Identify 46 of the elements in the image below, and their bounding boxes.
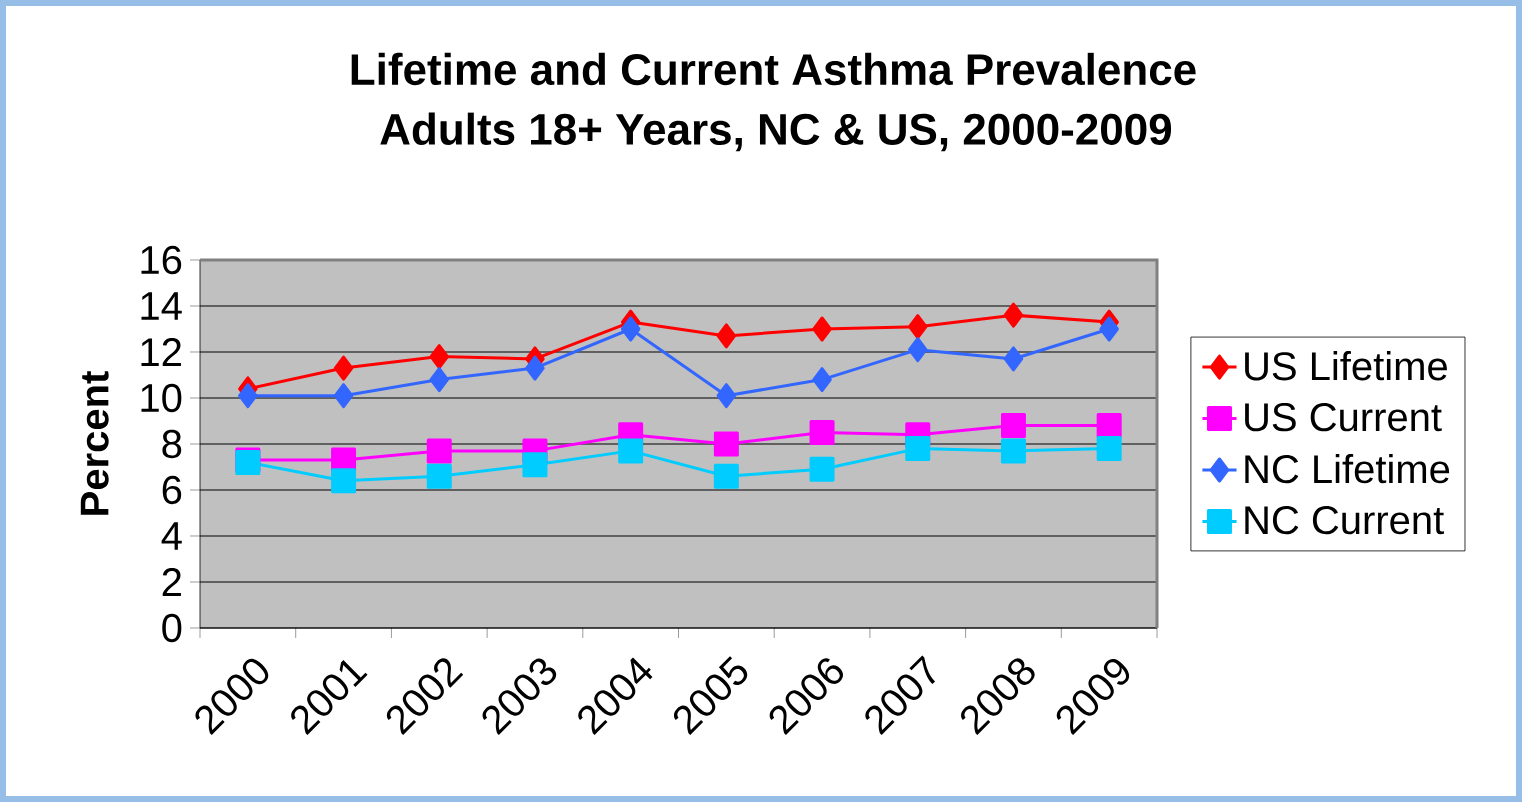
point bbox=[620, 316, 641, 342]
legend-label: US Lifetime bbox=[1245, 351, 1447, 381]
legend-label: US Current bbox=[1245, 403, 1442, 432]
point bbox=[812, 316, 832, 342]
point bbox=[812, 367, 832, 393]
point bbox=[1003, 346, 1024, 372]
y-tick-label: 14 bbox=[141, 292, 182, 320]
y-tick-label: 2 bbox=[162, 568, 181, 596]
point bbox=[525, 355, 545, 381]
point bbox=[238, 383, 258, 409]
point bbox=[1096, 413, 1122, 439]
y-tick-label: 4 bbox=[161, 522, 182, 550]
point bbox=[1096, 436, 1122, 462]
y-tick-label: 6 bbox=[162, 475, 182, 505]
point bbox=[713, 431, 739, 457]
point bbox=[716, 323, 737, 349]
point bbox=[809, 419, 835, 445]
point bbox=[1000, 438, 1026, 464]
legend-label: NC Lifetime bbox=[1245, 453, 1450, 484]
point bbox=[618, 438, 644, 464]
point bbox=[809, 456, 835, 482]
y-tick-label: 12 bbox=[141, 338, 181, 366]
point bbox=[522, 452, 548, 478]
point bbox=[333, 355, 354, 381]
point bbox=[426, 463, 452, 489]
point bbox=[429, 367, 450, 393]
point bbox=[1000, 413, 1026, 439]
point bbox=[426, 438, 452, 464]
point bbox=[429, 344, 450, 370]
y-axis-title: Percent bbox=[80, 371, 109, 515]
y-tick-label: 8 bbox=[162, 429, 182, 459]
legend-label: NC Current bbox=[1245, 505, 1444, 535]
y-tick-label: 16 bbox=[141, 245, 182, 275]
point bbox=[713, 463, 739, 489]
point bbox=[908, 337, 928, 363]
y-tick-label: 10 bbox=[141, 383, 182, 413]
y-tick-label: 0 bbox=[162, 613, 182, 643]
point bbox=[333, 383, 354, 409]
point bbox=[1003, 302, 1024, 328]
point bbox=[1099, 316, 1119, 342]
chart-subtitle: Adults 18+ Years, NC & US, 2000-2009 bbox=[380, 112, 1172, 152]
point bbox=[905, 436, 931, 462]
chart-title: Lifetime and Current Asthma Prevalence bbox=[351, 52, 1196, 86]
point bbox=[716, 383, 737, 409]
point bbox=[908, 314, 928, 340]
point bbox=[331, 468, 357, 494]
